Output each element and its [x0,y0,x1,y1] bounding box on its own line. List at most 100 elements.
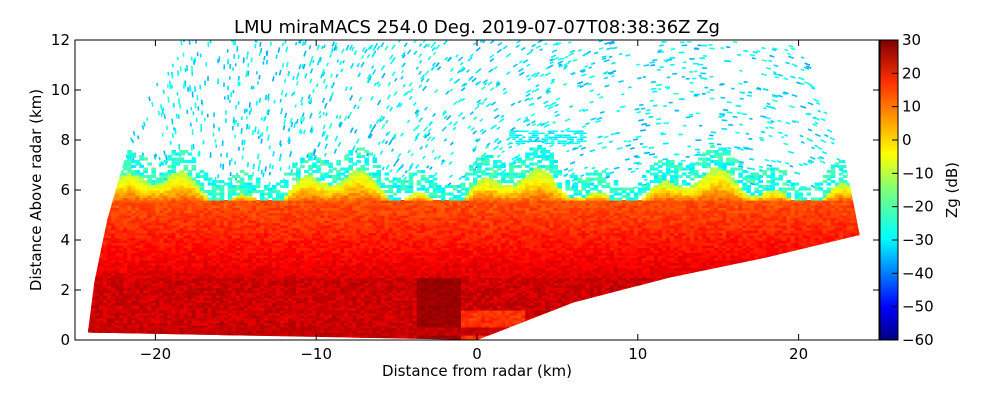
elevated-echo-cell [525,140,529,143]
noise-speck [371,65,375,70]
noise-speck [525,74,530,78]
elevated-echo-cell [567,134,571,137]
noise-speck [598,96,604,99]
noise-speck [179,103,182,109]
noise-speck [381,138,386,144]
noise-speck [765,126,769,130]
noise-speck [577,80,584,85]
echo-cell [199,182,205,186]
noise-speck [434,89,439,94]
noise-speck [330,46,334,51]
echo-cell [276,190,281,194]
noise-speck [706,91,711,94]
echo-cell [223,182,229,186]
noise-speck [581,69,586,74]
elevated-echo-cell [570,142,574,145]
noise-speck [579,68,586,73]
noise-speck [240,127,243,134]
noise-speck [289,150,293,158]
noise-speck [539,73,545,77]
noise-speck [800,82,805,86]
noise-speck [231,125,234,131]
noise-speck [406,49,412,55]
noise-speck [189,85,192,91]
noise-speck [196,95,199,101]
noise-speck [535,84,540,88]
noise-speck [609,41,615,45]
noise-speck [687,41,692,43]
echo-cell [187,152,193,156]
noise-speck [182,52,185,57]
echo-cell [227,177,233,181]
noise-speck [237,101,240,105]
noise-speck [536,122,543,127]
noise-speck [704,86,709,89]
noise-speck [165,154,168,161]
noise-speck [685,77,690,80]
elevated-echo-cell [509,132,513,135]
elevated-echo-cell [563,140,568,143]
noise-speck [192,111,195,116]
elevated-echo-cell [583,132,587,135]
noise-speck [415,113,420,118]
noise-speck [315,83,319,88]
noise-speck [695,139,702,141]
echo-cell [183,172,189,176]
echo-cell [167,165,173,169]
noise-speck [481,40,486,44]
noise-speck [561,57,565,61]
elevated-echo-cell [583,140,587,143]
echo-cell [271,197,277,201]
noise-speck [442,110,447,115]
noise-speck [645,112,651,115]
echo-cell [171,157,177,161]
noise-speck [580,146,587,150]
noise-speck [577,49,583,52]
noise-speck [469,53,474,58]
noise-speck [241,155,244,160]
echo-cell [219,185,225,189]
noise-speck [692,77,697,80]
noise-speck [769,54,775,58]
noise-speck [191,91,194,98]
noise-speck [623,140,627,143]
elevated-echo-cell [534,136,539,139]
echo-cell [292,177,297,181]
noise-speck [237,54,240,59]
elevated-echo-cell [534,140,539,143]
noise-speck [331,41,336,47]
elevated-echo-cell [512,136,516,139]
noise-speck [190,56,193,61]
noise-speck [535,45,541,49]
noise-speck [662,142,669,145]
noise-speck [739,97,744,100]
elevated-echo-cell [528,140,532,143]
elevated-echo-cell [573,136,577,139]
elevated-echo-cell [531,132,536,135]
noise-speck [692,62,699,65]
noise-speck [505,71,511,76]
noise-speck [281,63,285,68]
noise-speck [772,47,778,51]
noise-speck [189,122,192,127]
elevated-echo-cell [547,130,552,133]
noise-speck [355,138,360,144]
noise-speck [750,182,756,186]
noise-speck [312,59,315,64]
noise-speck [200,99,203,105]
noise-speck [689,113,694,116]
noise-speck [639,142,644,145]
noise-speck [322,71,326,77]
noise-speck [697,63,704,66]
noise-speck [259,42,262,47]
noise-speck [475,46,481,52]
noise-speck [202,140,205,145]
noise-speck [420,74,425,80]
noise-speck [442,111,447,116]
noise-speck [673,153,678,156]
noise-speck [588,66,593,69]
noise-speck [803,81,811,85]
noise-speck [376,45,381,51]
echo-cell [191,177,197,181]
noise-speck [597,135,603,139]
